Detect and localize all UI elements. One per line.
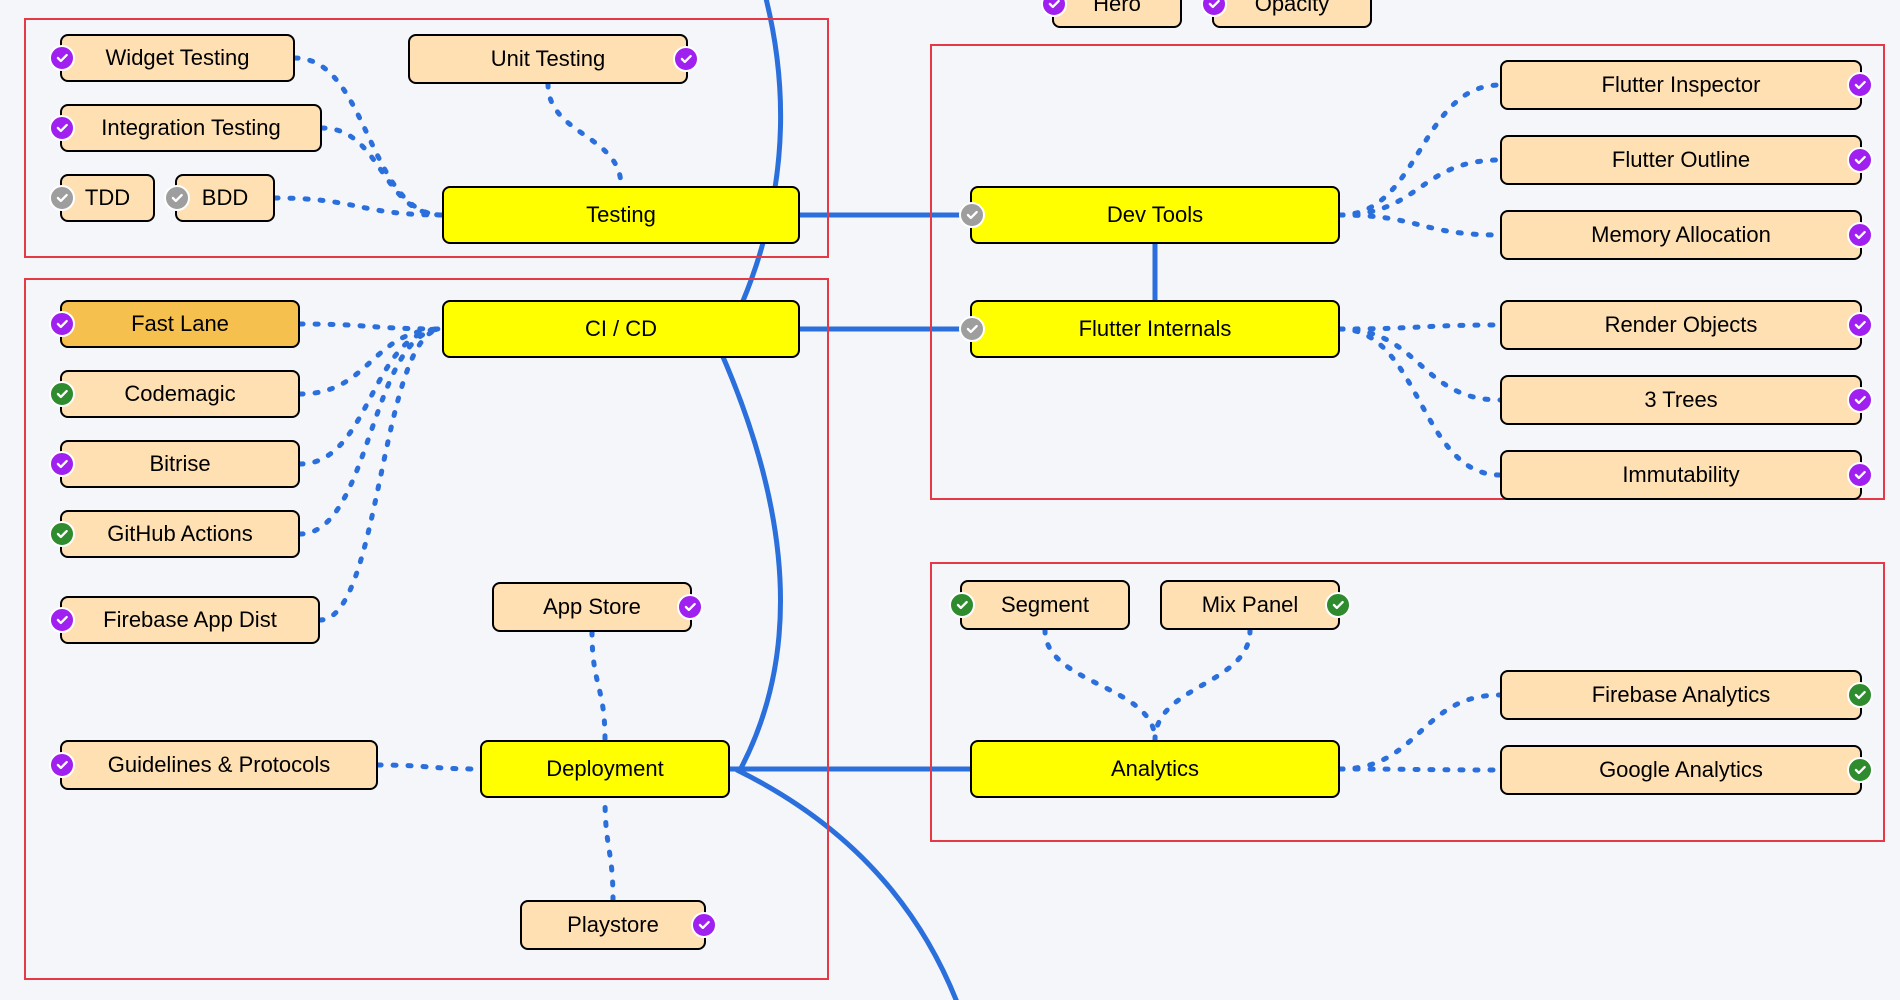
- checkmark-icon: [1325, 592, 1351, 618]
- node-render-objects[interactable]: Render Objects: [1500, 300, 1862, 350]
- node-deployment[interactable]: Deployment: [480, 740, 730, 798]
- checkmark-icon: [1847, 222, 1873, 248]
- checkmark-icon: [1201, 0, 1227, 17]
- node-github-actions[interactable]: GitHub Actions: [60, 510, 300, 558]
- node-label: Mix Panel: [1202, 592, 1299, 618]
- checkmark-icon: [49, 115, 75, 141]
- node-label: Integration Testing: [101, 115, 280, 141]
- node-opacity[interactable]: Opacity: [1212, 0, 1372, 28]
- node-label: Deployment: [546, 756, 663, 782]
- node-label: Playstore: [567, 912, 659, 938]
- node-flutter-internals[interactable]: Flutter Internals: [970, 300, 1340, 358]
- node-label: Widget Testing: [106, 45, 250, 71]
- checkmark-icon: [1847, 312, 1873, 338]
- node-label: Memory Allocation: [1591, 222, 1771, 248]
- checkmark-icon: [949, 592, 975, 618]
- node-label: Flutter Outline: [1612, 147, 1750, 173]
- node-three-trees[interactable]: 3 Trees: [1500, 375, 1862, 425]
- node-segment[interactable]: Segment: [960, 580, 1130, 630]
- checkmark-icon: [49, 451, 75, 477]
- checkmark-icon: [1847, 387, 1873, 413]
- node-playstore[interactable]: Playstore: [520, 900, 706, 950]
- node-label: CI / CD: [585, 316, 657, 342]
- node-app-store[interactable]: App Store: [492, 582, 692, 632]
- checkmark-icon: [959, 202, 985, 228]
- node-label: GitHub Actions: [107, 521, 253, 547]
- node-flutter-outline[interactable]: Flutter Outline: [1500, 135, 1862, 185]
- node-label: BDD: [202, 185, 248, 211]
- checkmark-icon: [1847, 462, 1873, 488]
- node-label: Guidelines & Protocols: [108, 752, 331, 778]
- node-label: Firebase Analytics: [1592, 682, 1771, 708]
- node-testing[interactable]: Testing: [442, 186, 800, 244]
- checkmark-icon: [49, 45, 75, 71]
- node-mix-panel[interactable]: Mix Panel: [1160, 580, 1340, 630]
- node-label: Bitrise: [149, 451, 210, 477]
- node-fast-lane[interactable]: Fast Lane: [60, 300, 300, 348]
- node-guidelines[interactable]: Guidelines & Protocols: [60, 740, 378, 790]
- checkmark-icon: [49, 381, 75, 407]
- checkmark-icon: [673, 46, 699, 72]
- node-flutter-inspector[interactable]: Flutter Inspector: [1500, 60, 1862, 110]
- node-label: Testing: [586, 202, 656, 228]
- checkmark-icon: [959, 316, 985, 342]
- checkmark-icon: [1847, 757, 1873, 783]
- node-label: Flutter Inspector: [1602, 72, 1761, 98]
- node-label: Flutter Internals: [1079, 316, 1232, 342]
- node-label: Hero: [1093, 0, 1141, 17]
- node-label: Firebase App Dist: [103, 607, 277, 633]
- node-label: Opacity: [1255, 0, 1330, 17]
- node-label: Codemagic: [124, 381, 235, 407]
- checkmark-icon: [1041, 0, 1067, 17]
- node-cicd[interactable]: CI / CD: [442, 300, 800, 358]
- node-label: Dev Tools: [1107, 202, 1203, 228]
- node-label: Immutability: [1622, 462, 1739, 488]
- node-label: Render Objects: [1605, 312, 1758, 338]
- checkmark-icon: [49, 311, 75, 337]
- checkmark-icon: [1847, 682, 1873, 708]
- checkmark-icon: [677, 594, 703, 620]
- checkmark-icon: [49, 185, 75, 211]
- node-widget-testing[interactable]: Widget Testing: [60, 34, 295, 82]
- checkmark-icon: [49, 607, 75, 633]
- node-label: TDD: [85, 185, 130, 211]
- node-label: Segment: [1001, 592, 1089, 618]
- node-label: App Store: [543, 594, 641, 620]
- checkmark-icon: [164, 185, 190, 211]
- node-firebase-analytics[interactable]: Firebase Analytics: [1500, 670, 1862, 720]
- node-codemagic[interactable]: Codemagic: [60, 370, 300, 418]
- node-hero[interactable]: Hero: [1052, 0, 1182, 28]
- checkmark-icon: [691, 912, 717, 938]
- checkmark-icon: [49, 521, 75, 547]
- node-label: Unit Testing: [491, 46, 606, 72]
- checkmark-icon: [1847, 72, 1873, 98]
- node-dev-tools[interactable]: Dev Tools: [970, 186, 1340, 244]
- node-integration-testing[interactable]: Integration Testing: [60, 104, 322, 152]
- node-tdd[interactable]: TDD: [60, 174, 155, 222]
- node-label: Analytics: [1111, 756, 1199, 782]
- node-bdd[interactable]: BDD: [175, 174, 275, 222]
- checkmark-icon: [1847, 147, 1873, 173]
- node-label: Google Analytics: [1599, 757, 1763, 783]
- node-label: Fast Lane: [131, 311, 229, 337]
- node-google-analytics[interactable]: Google Analytics: [1500, 745, 1862, 795]
- checkmark-icon: [49, 752, 75, 778]
- node-label: 3 Trees: [1644, 387, 1717, 413]
- node-analytics[interactable]: Analytics: [970, 740, 1340, 798]
- node-bitrise[interactable]: Bitrise: [60, 440, 300, 488]
- node-memory-allocation[interactable]: Memory Allocation: [1500, 210, 1862, 260]
- group-grp-dev: [930, 44, 1885, 500]
- node-immutability[interactable]: Immutability: [1500, 450, 1862, 500]
- node-firebase-app-dist[interactable]: Firebase App Dist: [60, 596, 320, 644]
- node-unit-testing[interactable]: Unit Testing: [408, 34, 688, 84]
